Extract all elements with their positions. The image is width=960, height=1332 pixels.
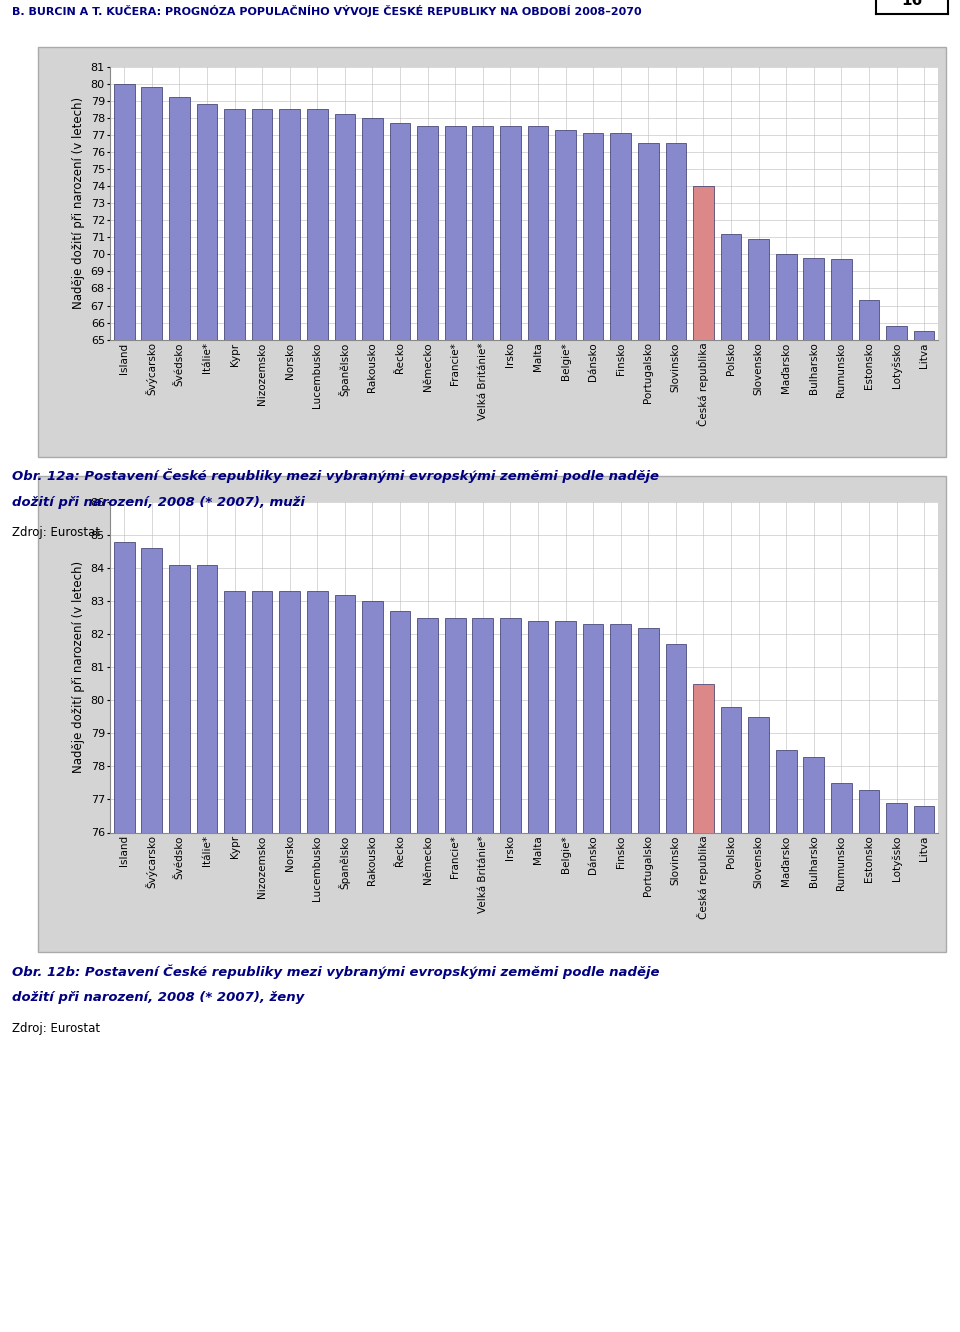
Bar [583, 133, 604, 340]
Bar [748, 238, 769, 340]
Bar [831, 783, 852, 832]
Bar [279, 109, 300, 340]
Bar [252, 109, 273, 340]
Bar [500, 127, 520, 340]
Bar [528, 127, 548, 340]
Text: dožití při narození, 2008 (* 2007), muži: dožití při narození, 2008 (* 2007), muži [12, 496, 304, 509]
Bar [444, 618, 466, 832]
Bar [334, 594, 355, 832]
Bar [197, 565, 217, 832]
Bar [418, 127, 438, 340]
Text: Obr. 12a: Postavení České republiky mezi vybranými evropskými zeměmi podle naděj: Obr. 12a: Postavení České republiky mezi… [12, 469, 659, 484]
Bar [583, 625, 604, 832]
Bar [114, 542, 134, 832]
Bar [362, 601, 383, 832]
Bar [748, 717, 769, 832]
Bar [141, 87, 162, 340]
Bar [693, 683, 714, 832]
Bar [914, 806, 934, 832]
Bar [418, 618, 438, 832]
Bar [197, 104, 217, 340]
Bar [307, 109, 327, 340]
Bar [141, 549, 162, 832]
Bar [225, 109, 245, 340]
Bar [555, 621, 576, 832]
Bar [334, 115, 355, 340]
Bar [444, 127, 466, 340]
Bar [362, 117, 383, 340]
Bar [307, 591, 327, 832]
Bar [611, 625, 631, 832]
Text: B. BURCIN A T. KUČERA: PROGNÓZA POPULAČNÍHO VÝVOJE ČESKÉ REPUBLIKY NA OBDOBÍ 200: B. BURCIN A T. KUČERA: PROGNÓZA POPULAČN… [12, 5, 641, 17]
Bar [858, 301, 879, 340]
Bar [390, 611, 410, 832]
Bar [665, 144, 686, 340]
Text: Obr. 12b: Postavení České republiky mezi vybranými evropskými zeměmi podle naděj: Obr. 12b: Postavení České republiky mezi… [12, 964, 659, 979]
Y-axis label: Naděje dožití při narození (v letech): Naděje dožití při narození (v letech) [72, 561, 85, 774]
Bar [114, 84, 134, 340]
Bar [225, 591, 245, 832]
Bar [279, 591, 300, 832]
Bar [472, 618, 493, 832]
Bar [693, 186, 714, 340]
Bar [472, 127, 493, 340]
Bar [252, 591, 273, 832]
Bar [886, 803, 907, 832]
Bar [528, 621, 548, 832]
Bar [500, 618, 520, 832]
Bar [611, 133, 631, 340]
Bar [390, 123, 410, 340]
Text: 16: 16 [900, 0, 923, 8]
Text: dožití při narození, 2008 (* 2007), ženy: dožití při narození, 2008 (* 2007), ženy [12, 991, 303, 1004]
Bar [831, 260, 852, 340]
Bar [804, 757, 824, 832]
Bar [914, 332, 934, 340]
Bar [638, 627, 659, 832]
Bar [776, 254, 797, 340]
Bar [638, 144, 659, 340]
Text: Zdroj: Eurostat: Zdroj: Eurostat [12, 526, 100, 539]
Bar [169, 565, 190, 832]
Y-axis label: Naděje dožití při narození (v letech): Naděje dožití při narození (v letech) [72, 97, 85, 309]
Bar [776, 750, 797, 832]
Bar [804, 258, 824, 340]
Bar [858, 790, 879, 832]
Bar [721, 234, 741, 340]
Bar [555, 129, 576, 340]
Bar [721, 707, 741, 832]
Bar [665, 645, 686, 832]
Text: Zdroj: Eurostat: Zdroj: Eurostat [12, 1022, 100, 1035]
Bar [169, 97, 190, 340]
Bar [886, 326, 907, 340]
